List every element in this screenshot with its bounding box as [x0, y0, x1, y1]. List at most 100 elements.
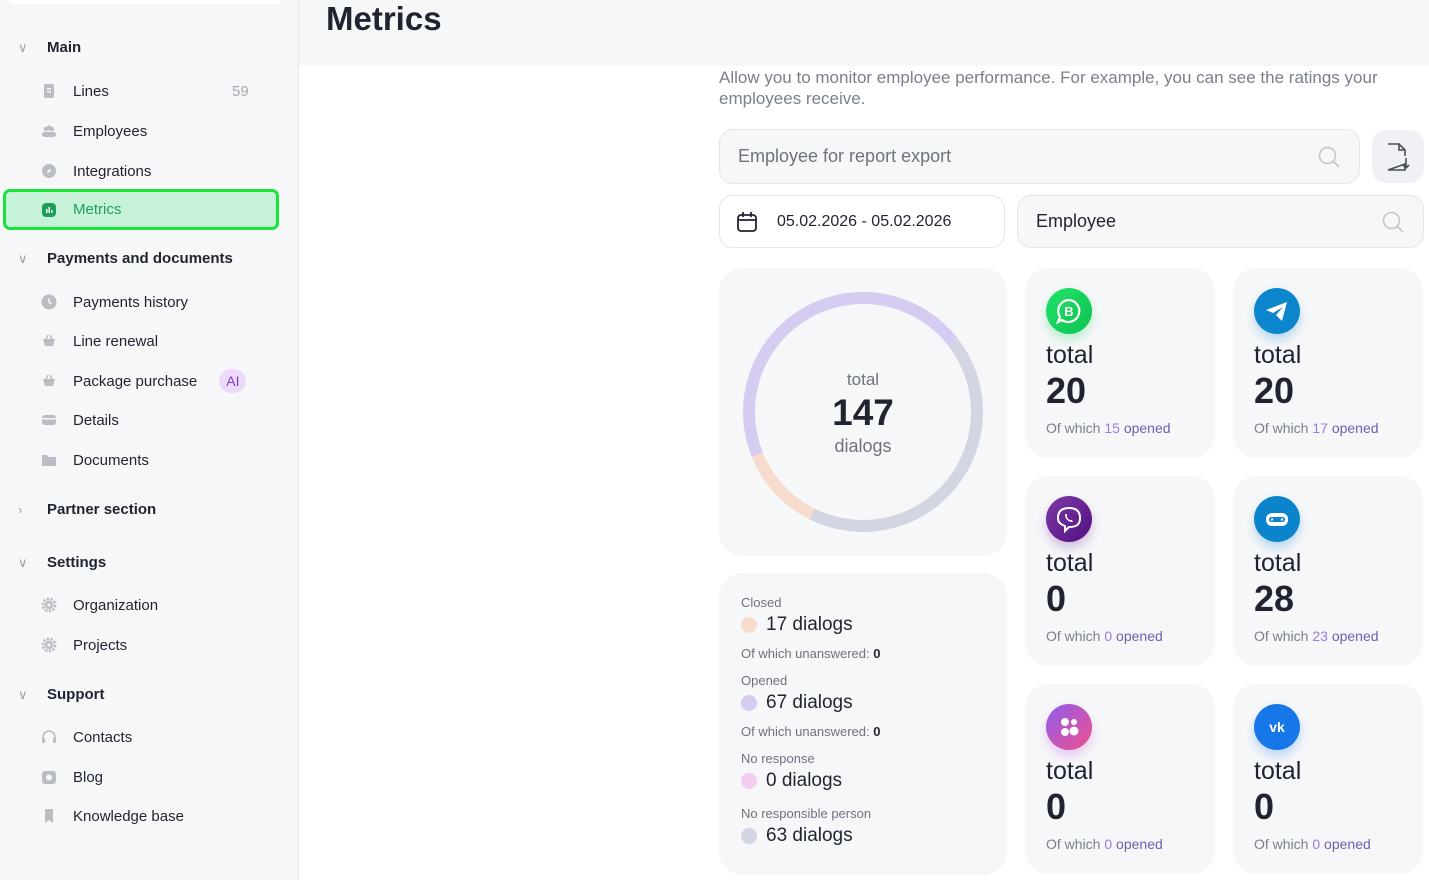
export-employee-search[interactable]	[719, 129, 1360, 184]
ai-badge: AI	[219, 369, 247, 393]
sidebar-item-documents[interactable]: Documents	[6, 442, 276, 478]
channel-total-label: total	[1046, 341, 1094, 369]
section-label: Partner section	[47, 501, 157, 518]
page-header: Metrics	[299, 0, 1429, 66]
sidebar-item-payments-history[interactable]: Payments history	[6, 284, 276, 320]
opened-suffix: opened	[1123, 420, 1171, 436]
legend-value: 17 dialogs	[766, 614, 853, 635]
section-support[interactable]: ∨ Support	[18, 686, 105, 703]
legend-value-row: 67 dialogs	[741, 692, 985, 714]
opened-suffix: opened	[1331, 628, 1379, 644]
export-report-button[interactable]	[1372, 130, 1424, 183]
item-label: Employees	[73, 122, 148, 140]
item-label: Knowledge base	[73, 807, 184, 825]
lines-count: 59	[232, 82, 249, 100]
file-download-icon	[1387, 142, 1410, 171]
sidebar-item-details[interactable]: Details	[6, 402, 276, 438]
sidebar-item-employees[interactable]: Employees	[6, 113, 276, 149]
opened-count: 23	[1312, 628, 1328, 644]
opened-prefix: Of which	[1254, 420, 1309, 436]
channel-total-value: 20	[1254, 370, 1295, 411]
legend-sub: Of which unanswered: 0	[741, 724, 985, 739]
channel-opened-text: Of which 23 opened	[1254, 628, 1402, 644]
channel-total-label: total	[1254, 549, 1302, 577]
dialogs-donut-card: total 147 dialogs	[719, 268, 1007, 556]
chevron-down-icon: ∨	[18, 554, 28, 570]
svg-text:B: B	[1064, 304, 1073, 319]
legend-dot	[741, 773, 757, 789]
chevron-down-icon: ∨	[18, 39, 28, 55]
legend-dot	[741, 617, 757, 633]
channel-opened-text: Of which 0 opened	[1046, 836, 1194, 852]
folder-icon	[40, 451, 58, 469]
legend-sub-value: 0	[873, 646, 881, 661]
opened-count: 0	[1104, 836, 1113, 852]
section-settings[interactable]: ∨ Settings	[18, 554, 106, 571]
sidebar-item-contacts[interactable]: Contacts	[6, 719, 276, 755]
sidebar-item-integrations[interactable]: Integrations	[6, 153, 276, 189]
sim-card-icon	[40, 82, 58, 100]
gear-icon	[40, 636, 58, 654]
legend-value-row: 63 dialogs	[741, 825, 985, 847]
item-label: Contacts	[73, 728, 133, 746]
opened-suffix: opened	[1116, 836, 1163, 852]
sidebar-item-lines[interactable]: Lines 59	[6, 73, 276, 109]
search-icon	[1318, 146, 1340, 168]
legend-label: Closed	[741, 595, 782, 610]
section-partner[interactable]: › Partner section	[18, 501, 156, 518]
legend-sub-label: Of which unanswered:	[741, 646, 870, 661]
channel-total-value: 28	[1254, 578, 1295, 619]
donut-segment-closed	[751, 452, 816, 520]
item-label: Blog	[73, 768, 104, 786]
employee-filter[interactable]	[1017, 195, 1424, 248]
camera-icon	[40, 768, 58, 786]
page-description: Allow you to monitor employee performanc…	[719, 68, 1378, 108]
chevron-right-icon: ›	[18, 502, 23, 517]
date-range-picker[interactable]: 05.02.2026 - 05.02.2026	[719, 195, 1005, 248]
svg-text:vk: vk	[1269, 719, 1285, 735]
item-label: Metrics	[73, 201, 122, 218]
sidebar-item-projects[interactable]: Projects	[6, 627, 276, 663]
sidebar-item-organization[interactable]: Organization	[6, 587, 276, 623]
channel-opened-text: Of which 15 opened	[1046, 420, 1194, 436]
section-label: Settings	[47, 554, 107, 571]
opened-count: 17	[1312, 420, 1328, 436]
channel-card-whatsapp-business: B total 20 Of which 15 opened	[1025, 268, 1215, 458]
item-label: Line renewal	[73, 332, 159, 350]
export-employee-input[interactable]	[738, 146, 1317, 167]
users-icon	[40, 122, 58, 140]
channel-total-label: total	[1046, 757, 1094, 785]
donut-total-label: total	[846, 370, 880, 389]
section-label: Main	[47, 39, 82, 56]
legend-label: Opened	[741, 673, 788, 688]
dialogs-legend-card: Closed 17 dialogs Of which unanswered: 0…	[719, 573, 1007, 875]
section-main[interactable]: ∨ Main	[18, 39, 81, 56]
bot-icon	[1254, 496, 1300, 542]
sidebar-item-blog[interactable]: Blog	[6, 759, 276, 795]
channel-card-bot: total 28 Of which 23 opened	[1233, 476, 1423, 666]
channel-total-label: total	[1254, 341, 1302, 369]
card-icon	[40, 411, 58, 429]
channel-total-value: 20	[1046, 370, 1087, 411]
channel-total-label: total	[1254, 757, 1302, 785]
channel-card-viber: total 0 Of which 0 opened	[1025, 476, 1215, 666]
section-label: Payments and documents	[47, 250, 233, 267]
legend-value: 67 dialogs	[766, 692, 853, 713]
opened-prefix: Of which	[1046, 420, 1101, 436]
messenger-icon	[1046, 704, 1092, 750]
sidebar-item-knowledge-base[interactable]: Knowledge base	[6, 798, 276, 834]
vk-icon: vk	[1254, 704, 1300, 750]
opened-suffix: opened	[1116, 628, 1163, 644]
opened-count: 0	[1104, 628, 1113, 644]
sidebar-item-package-purchase[interactable]: Package purchase AI	[6, 363, 276, 399]
sidebar-item-metrics[interactable]: Metrics	[3, 189, 279, 230]
employee-filter-input[interactable]	[1036, 211, 1381, 232]
headphones-icon	[40, 728, 58, 746]
sidebar-item-line-renewal[interactable]: Line renewal	[6, 323, 276, 359]
clock-icon	[40, 293, 58, 311]
viber-icon	[1046, 496, 1092, 542]
section-payments[interactable]: ∨ Payments and documents	[18, 250, 233, 267]
sidebar-top-panel	[8, 0, 283, 4]
legend-dot	[741, 828, 757, 844]
basket-icon	[40, 372, 58, 390]
